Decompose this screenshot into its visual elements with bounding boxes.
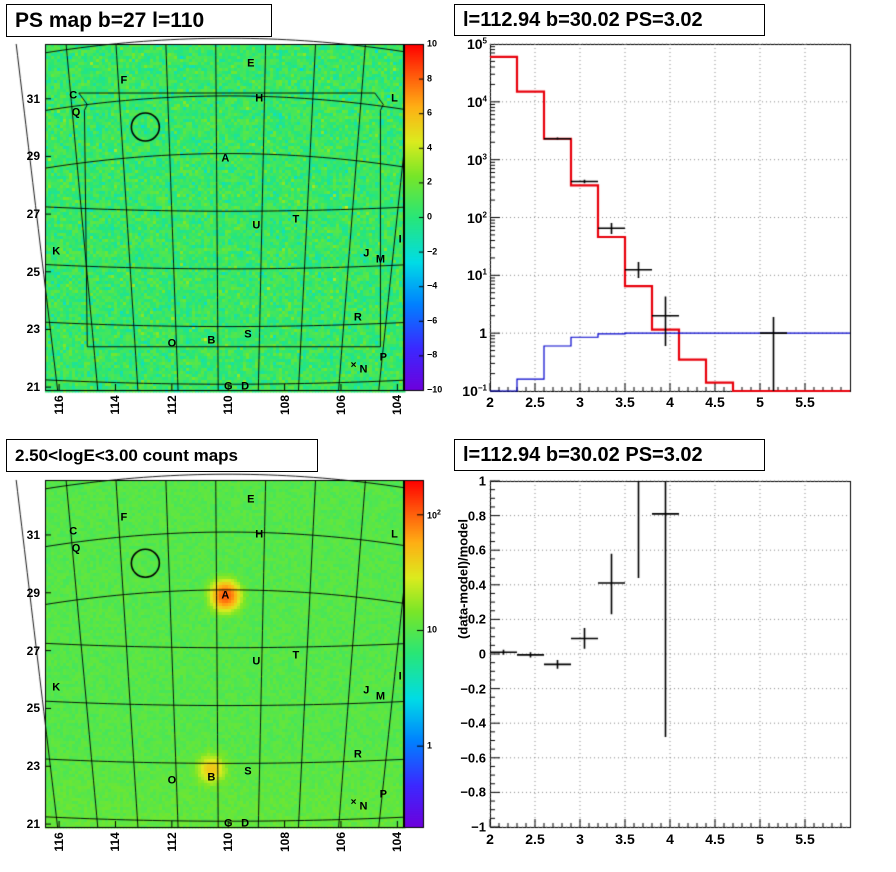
ps-map-title: PS map b=27 l=110 <box>6 4 272 37</box>
residual-title: l=112.94 b=30.02 PS=3.02 <box>454 439 765 471</box>
spectrum-title: l=112.94 b=30.02 PS=3.02 <box>454 4 765 36</box>
count-map-title: 2.50<logE<3.00 count maps <box>6 439 318 472</box>
